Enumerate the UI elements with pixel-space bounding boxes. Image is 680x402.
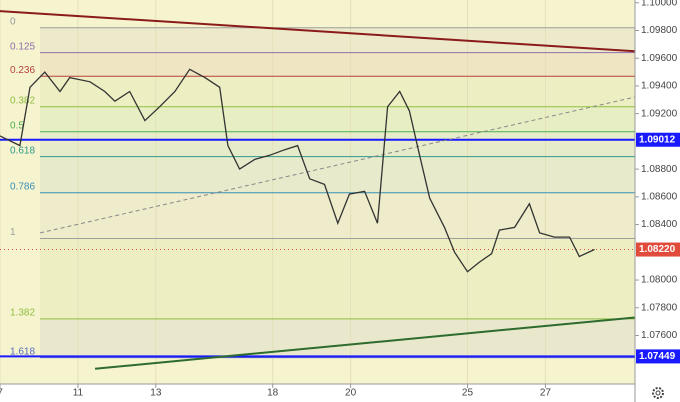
fib-level-label: 0.786 <box>10 181 35 192</box>
y-tick-label: 1.08400 <box>641 219 678 230</box>
x-tick-label: 27 <box>540 388 552 399</box>
x-tick-label: 18 <box>267 388 279 399</box>
fib-level-label: 0.236 <box>10 65 35 76</box>
price-marker-label: 1.07449 <box>639 351 676 362</box>
price-marker-badge <box>636 349 680 364</box>
y-tick-label: 1.07600 <box>641 330 678 341</box>
fib-level-label: 1.618 <box>10 346 35 357</box>
x-tick-label: 7 <box>0 388 3 399</box>
settings-gear <box>652 387 664 399</box>
fib-level-label: 1.382 <box>10 307 35 318</box>
y-tick-label: 1.09400 <box>641 81 678 92</box>
price-marker-label: 1.08220 <box>639 244 676 255</box>
price-line <box>0 68 595 273</box>
y-axis-area <box>635 0 680 402</box>
y-tick-label: 1.09200 <box>641 108 678 119</box>
y-tick-label: 1.10000 <box>641 0 678 8</box>
x-tick-label: 11 <box>73 388 84 399</box>
plot-background <box>0 0 635 384</box>
y-tick-label: 1.09800 <box>641 25 678 36</box>
trend-line <box>0 10 636 53</box>
fib-band <box>40 318 635 358</box>
y-tick-label: 1.09600 <box>641 53 678 64</box>
fib-level-label: 0 <box>10 16 16 27</box>
fib-level-label: 0.618 <box>10 145 35 156</box>
fib-level-label: 0.5 <box>10 120 24 131</box>
y-tick-label: 1.08000 <box>641 275 678 286</box>
y-tick-label: 1.08800 <box>641 164 678 175</box>
settings-button[interactable] <box>652 387 664 399</box>
price-marker-label: 1.09012 <box>639 134 676 145</box>
price-marker-badge <box>636 242 680 257</box>
y-tick-label: 1.08600 <box>641 191 678 202</box>
x-tick-label: 13 <box>150 388 162 399</box>
x-tick-label: 25 <box>462 388 474 399</box>
price-marker-badge <box>636 132 680 147</box>
fib-level-label: 0.125 <box>10 41 35 52</box>
fib-band <box>40 238 635 319</box>
fib-band <box>40 156 635 193</box>
fib-band <box>40 131 635 157</box>
trend-line <box>94 316 636 370</box>
fib-level-label: 0.382 <box>10 95 35 106</box>
x-axis-area <box>0 384 680 402</box>
settings-gear-hole <box>655 390 661 396</box>
fib-band <box>40 76 635 107</box>
fib-band <box>40 192 635 239</box>
y-tick-label: 1.07800 <box>641 302 678 313</box>
fib-level-label: 1 <box>10 227 16 238</box>
trend-line <box>40 96 636 234</box>
x-tick-label: 20 <box>345 388 357 399</box>
